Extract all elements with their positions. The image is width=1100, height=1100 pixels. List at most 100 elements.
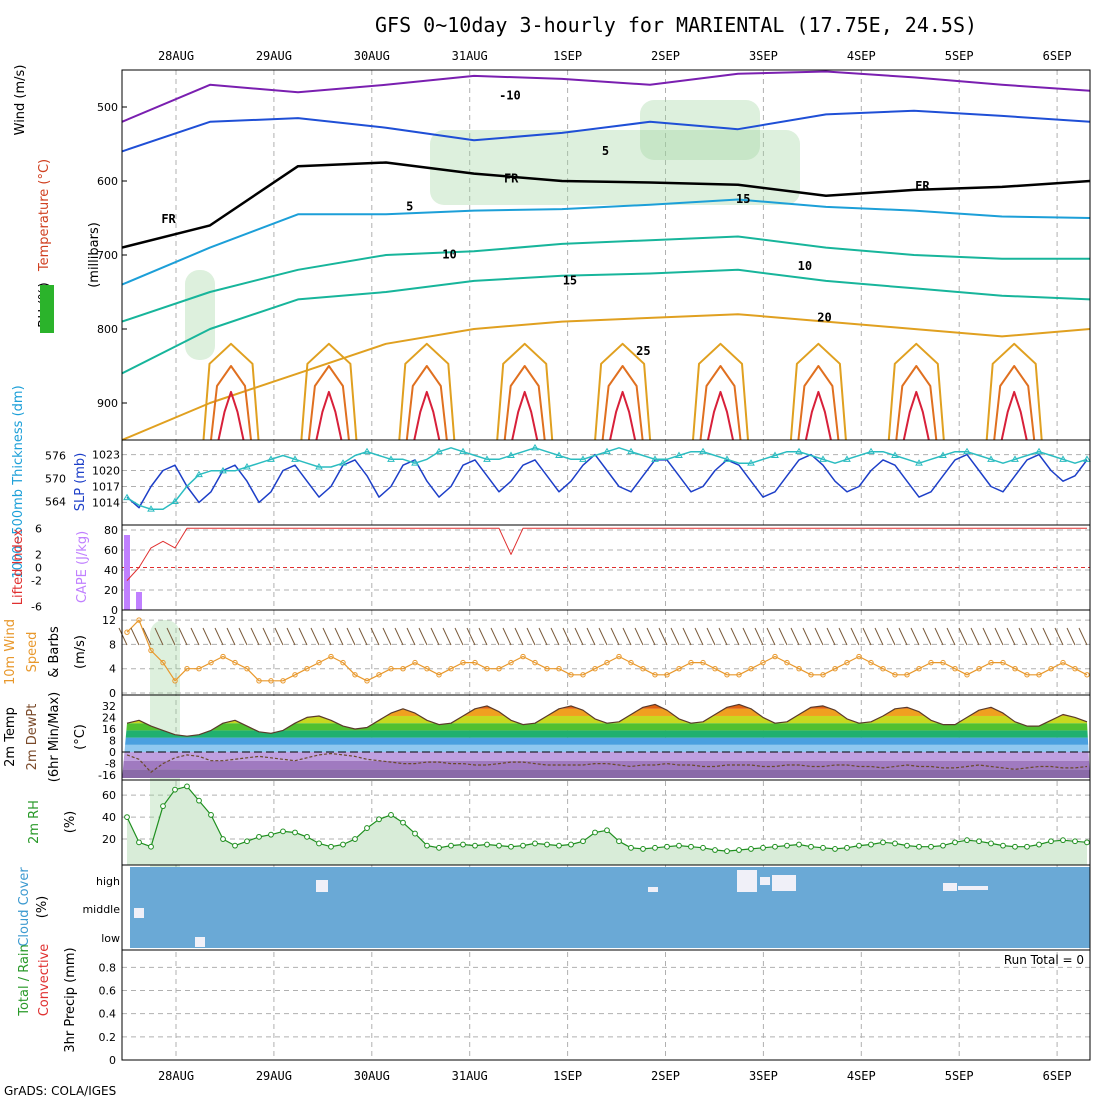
rh2m-marker xyxy=(1048,838,1054,845)
wind-speed-marker xyxy=(208,659,214,666)
slp-series-line xyxy=(126,447,1088,510)
wind-speed-marker xyxy=(1048,665,1054,672)
wind-barb xyxy=(682,627,692,646)
wind-speed-marker xyxy=(832,665,838,672)
temp-band xyxy=(122,723,1090,731)
wind-barb xyxy=(778,627,788,646)
wind-barb xyxy=(274,627,284,646)
lifted-ytick: -6 xyxy=(31,601,42,614)
clear-sky-gap xyxy=(195,937,205,947)
rh2m-marker xyxy=(520,842,526,849)
diurnal-isotherm xyxy=(601,365,644,441)
date-label-bottom: 2SEP xyxy=(651,1069,680,1083)
cape-ytick: 40 xyxy=(104,564,118,577)
wind-speed-marker xyxy=(220,653,226,660)
rh2m-marker xyxy=(580,838,586,845)
thickness-marker xyxy=(459,447,467,455)
contour-label: FR xyxy=(504,171,519,185)
date-label-bottom: 30AUG xyxy=(354,1069,390,1083)
wind-speed-marker xyxy=(772,653,778,660)
wind-barb xyxy=(502,627,512,646)
date-label-top: 29AUG xyxy=(256,49,292,63)
thickness-marker xyxy=(939,451,947,458)
rh2m-marker xyxy=(844,844,850,851)
wind-speed-marker xyxy=(340,659,346,666)
wind-speed-marker xyxy=(940,659,946,666)
wind-barb xyxy=(538,627,548,646)
rh2m-marker xyxy=(892,840,898,847)
rh2m-marker xyxy=(124,814,130,821)
wind-barb xyxy=(694,627,704,646)
diurnal-isotherm xyxy=(692,342,749,441)
wind-barb xyxy=(418,627,428,646)
lifted-ytick: 6 xyxy=(35,522,42,535)
wind-barb xyxy=(346,627,356,646)
wind-barb xyxy=(370,627,380,646)
wind-speed-marker xyxy=(316,659,322,666)
rh2m-marker xyxy=(748,846,754,852)
date-label-top: 30AUG xyxy=(354,49,390,63)
rh2m-marker xyxy=(160,803,166,810)
wind-speed-marker xyxy=(1036,672,1042,678)
wind-barb xyxy=(154,627,164,646)
diurnal-isotherm xyxy=(315,390,343,441)
rh2m-marker xyxy=(196,797,202,804)
wind-barb xyxy=(646,627,656,646)
temp-ytick: 8 xyxy=(109,735,116,748)
date-label-bottom: 28AUG xyxy=(158,1069,194,1083)
wind-speed-marker xyxy=(268,678,274,684)
wind-speed-marker xyxy=(700,659,706,666)
chart-title: GFS 0~10day 3-hourly for MARIENTAL (17.7… xyxy=(375,13,977,37)
temp-band xyxy=(122,708,1090,716)
clear-sky-gap xyxy=(737,870,757,892)
wind-barb xyxy=(934,627,944,646)
wind-speed-marker xyxy=(688,659,694,666)
precip-ytick: 0.2 xyxy=(99,1031,117,1044)
isotherm-line xyxy=(121,161,1091,249)
rh2m-marker xyxy=(736,847,742,853)
wind-speed-marker xyxy=(928,659,934,666)
thickness-marker xyxy=(723,455,731,462)
rh2m-marker xyxy=(856,842,862,849)
wind-speed-marker xyxy=(724,672,730,678)
precip-ytick: 0.4 xyxy=(99,1008,117,1021)
diurnal-isotherm xyxy=(594,342,652,441)
wind-barb xyxy=(1054,627,1064,646)
rh2m-marker xyxy=(808,843,814,850)
rh2m-marker xyxy=(148,843,154,850)
wind10m-label-3: & Barbs xyxy=(47,626,62,678)
diurnal-isotherm xyxy=(1000,390,1028,441)
wind-barb xyxy=(838,627,848,646)
rh2m-marker xyxy=(232,842,238,849)
rh2m-marker xyxy=(604,827,610,834)
wind-speed-marker xyxy=(976,665,982,672)
rh2m-marker xyxy=(880,839,886,846)
wind-barb xyxy=(610,627,620,646)
wind-speed-marker xyxy=(484,665,490,672)
rh2m-marker xyxy=(244,838,250,845)
contour-label: 5 xyxy=(406,200,413,214)
wind-speed-marker xyxy=(916,665,922,672)
wind-barb xyxy=(1078,627,1088,646)
lifted-ytick: -2 xyxy=(31,575,42,588)
wind-barb xyxy=(358,627,368,646)
rh2m-marker xyxy=(340,841,346,848)
wind10m-label-2: Speed xyxy=(25,632,40,673)
dewpt2m-label: 2m DewPt xyxy=(25,704,40,771)
thickness-marker xyxy=(531,443,539,451)
cloud-level-label: middle xyxy=(82,903,120,916)
thickness-marker xyxy=(963,447,971,455)
rh2m-marker xyxy=(532,840,538,847)
rh2m-marker xyxy=(664,843,670,850)
contour-label: 5 xyxy=(602,144,609,158)
rh2m-marker xyxy=(832,846,838,852)
cape-bar xyxy=(136,592,142,610)
wind-speed-marker xyxy=(868,659,874,666)
wind-speed-marker xyxy=(592,665,598,672)
date-label-bottom: 4SEP xyxy=(847,1069,876,1083)
rh-shade xyxy=(640,100,760,160)
temp-band xyxy=(122,769,1090,778)
cape-bar xyxy=(124,535,130,610)
rh2m-units: (%) xyxy=(63,811,78,834)
cloud-axis-label: Cloud Cover xyxy=(17,867,32,947)
